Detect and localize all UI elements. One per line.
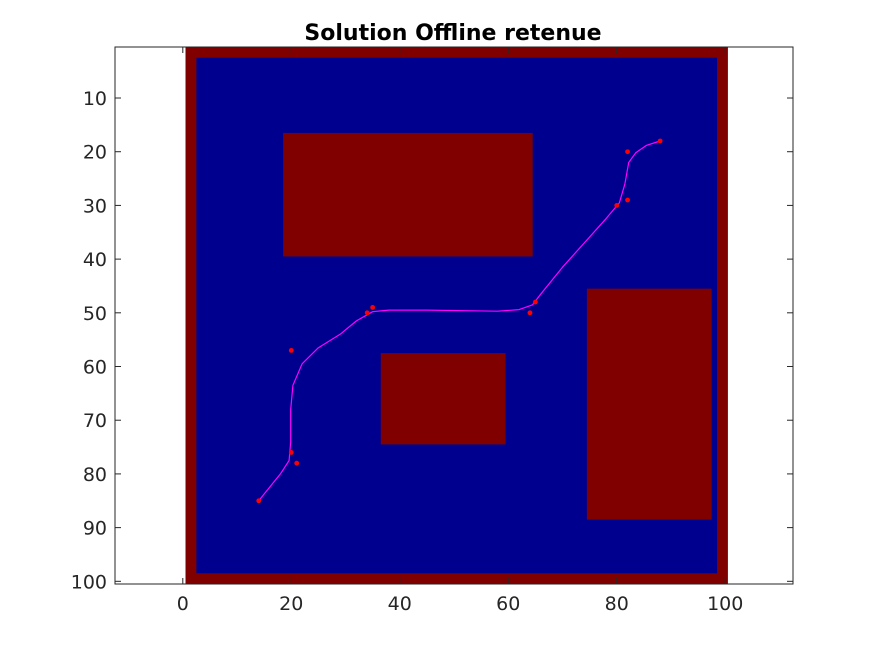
trajectory-layer: [258, 140, 661, 502]
waypoint-marker: [532, 299, 538, 305]
waypoint-marker: [614, 203, 620, 208]
waypoint-marker: [625, 197, 630, 203]
x-tick-label: 40: [388, 593, 412, 615]
y-tick-label: 30: [83, 195, 107, 217]
y-tick-label: 50: [83, 303, 107, 325]
y-tick-label: 70: [83, 410, 107, 432]
waypoint-marker: [288, 348, 294, 353]
waypoint-marker: [288, 450, 294, 455]
y-tick-label: 40: [83, 249, 107, 271]
y-tick-label: 80: [83, 464, 107, 486]
x-tick-label: 0: [177, 593, 189, 615]
x-tick-label: 60: [496, 593, 520, 615]
y-tick-label: 90: [83, 518, 107, 540]
waypoint-marker: [657, 138, 663, 144]
obstacle-rect-center: [380, 353, 506, 445]
trajectory-line: [258, 140, 661, 502]
waypoint-marker: [294, 460, 300, 466]
x-tick-label: 20: [279, 593, 303, 615]
chart-title: Solution Offline retenue: [304, 21, 601, 46]
waypoint-marker: [370, 305, 376, 310]
axis-ticks: 0 20 40 60 80 100 10 20 30 40 50 60 70 80 90 100: [71, 47, 793, 615]
waypoint-marker: [527, 310, 533, 316]
y-tick-label: 10: [83, 88, 107, 110]
waypoint-marker: [364, 310, 370, 316]
y-tick-label: 60: [83, 357, 107, 379]
obstacle-rect-right: [586, 288, 712, 520]
y-tick-label: 20: [83, 142, 107, 164]
waypoints-layer: [256, 138, 663, 504]
waypoint-marker: [625, 149, 630, 155]
x-tick-label: 100: [707, 593, 743, 615]
axes-box: [114, 46, 794, 585]
plot-area: 0 20 40 60 80 100 10 20 30 40 50 60 70 80 90 100: [71, 46, 794, 615]
y-tick-label: 100: [71, 571, 107, 593]
x-tick-label: 80: [605, 593, 629, 615]
occupancy-map: [185, 47, 728, 584]
obstacle-rect-top: [283, 132, 533, 257]
waypoint-marker: [256, 498, 262, 504]
